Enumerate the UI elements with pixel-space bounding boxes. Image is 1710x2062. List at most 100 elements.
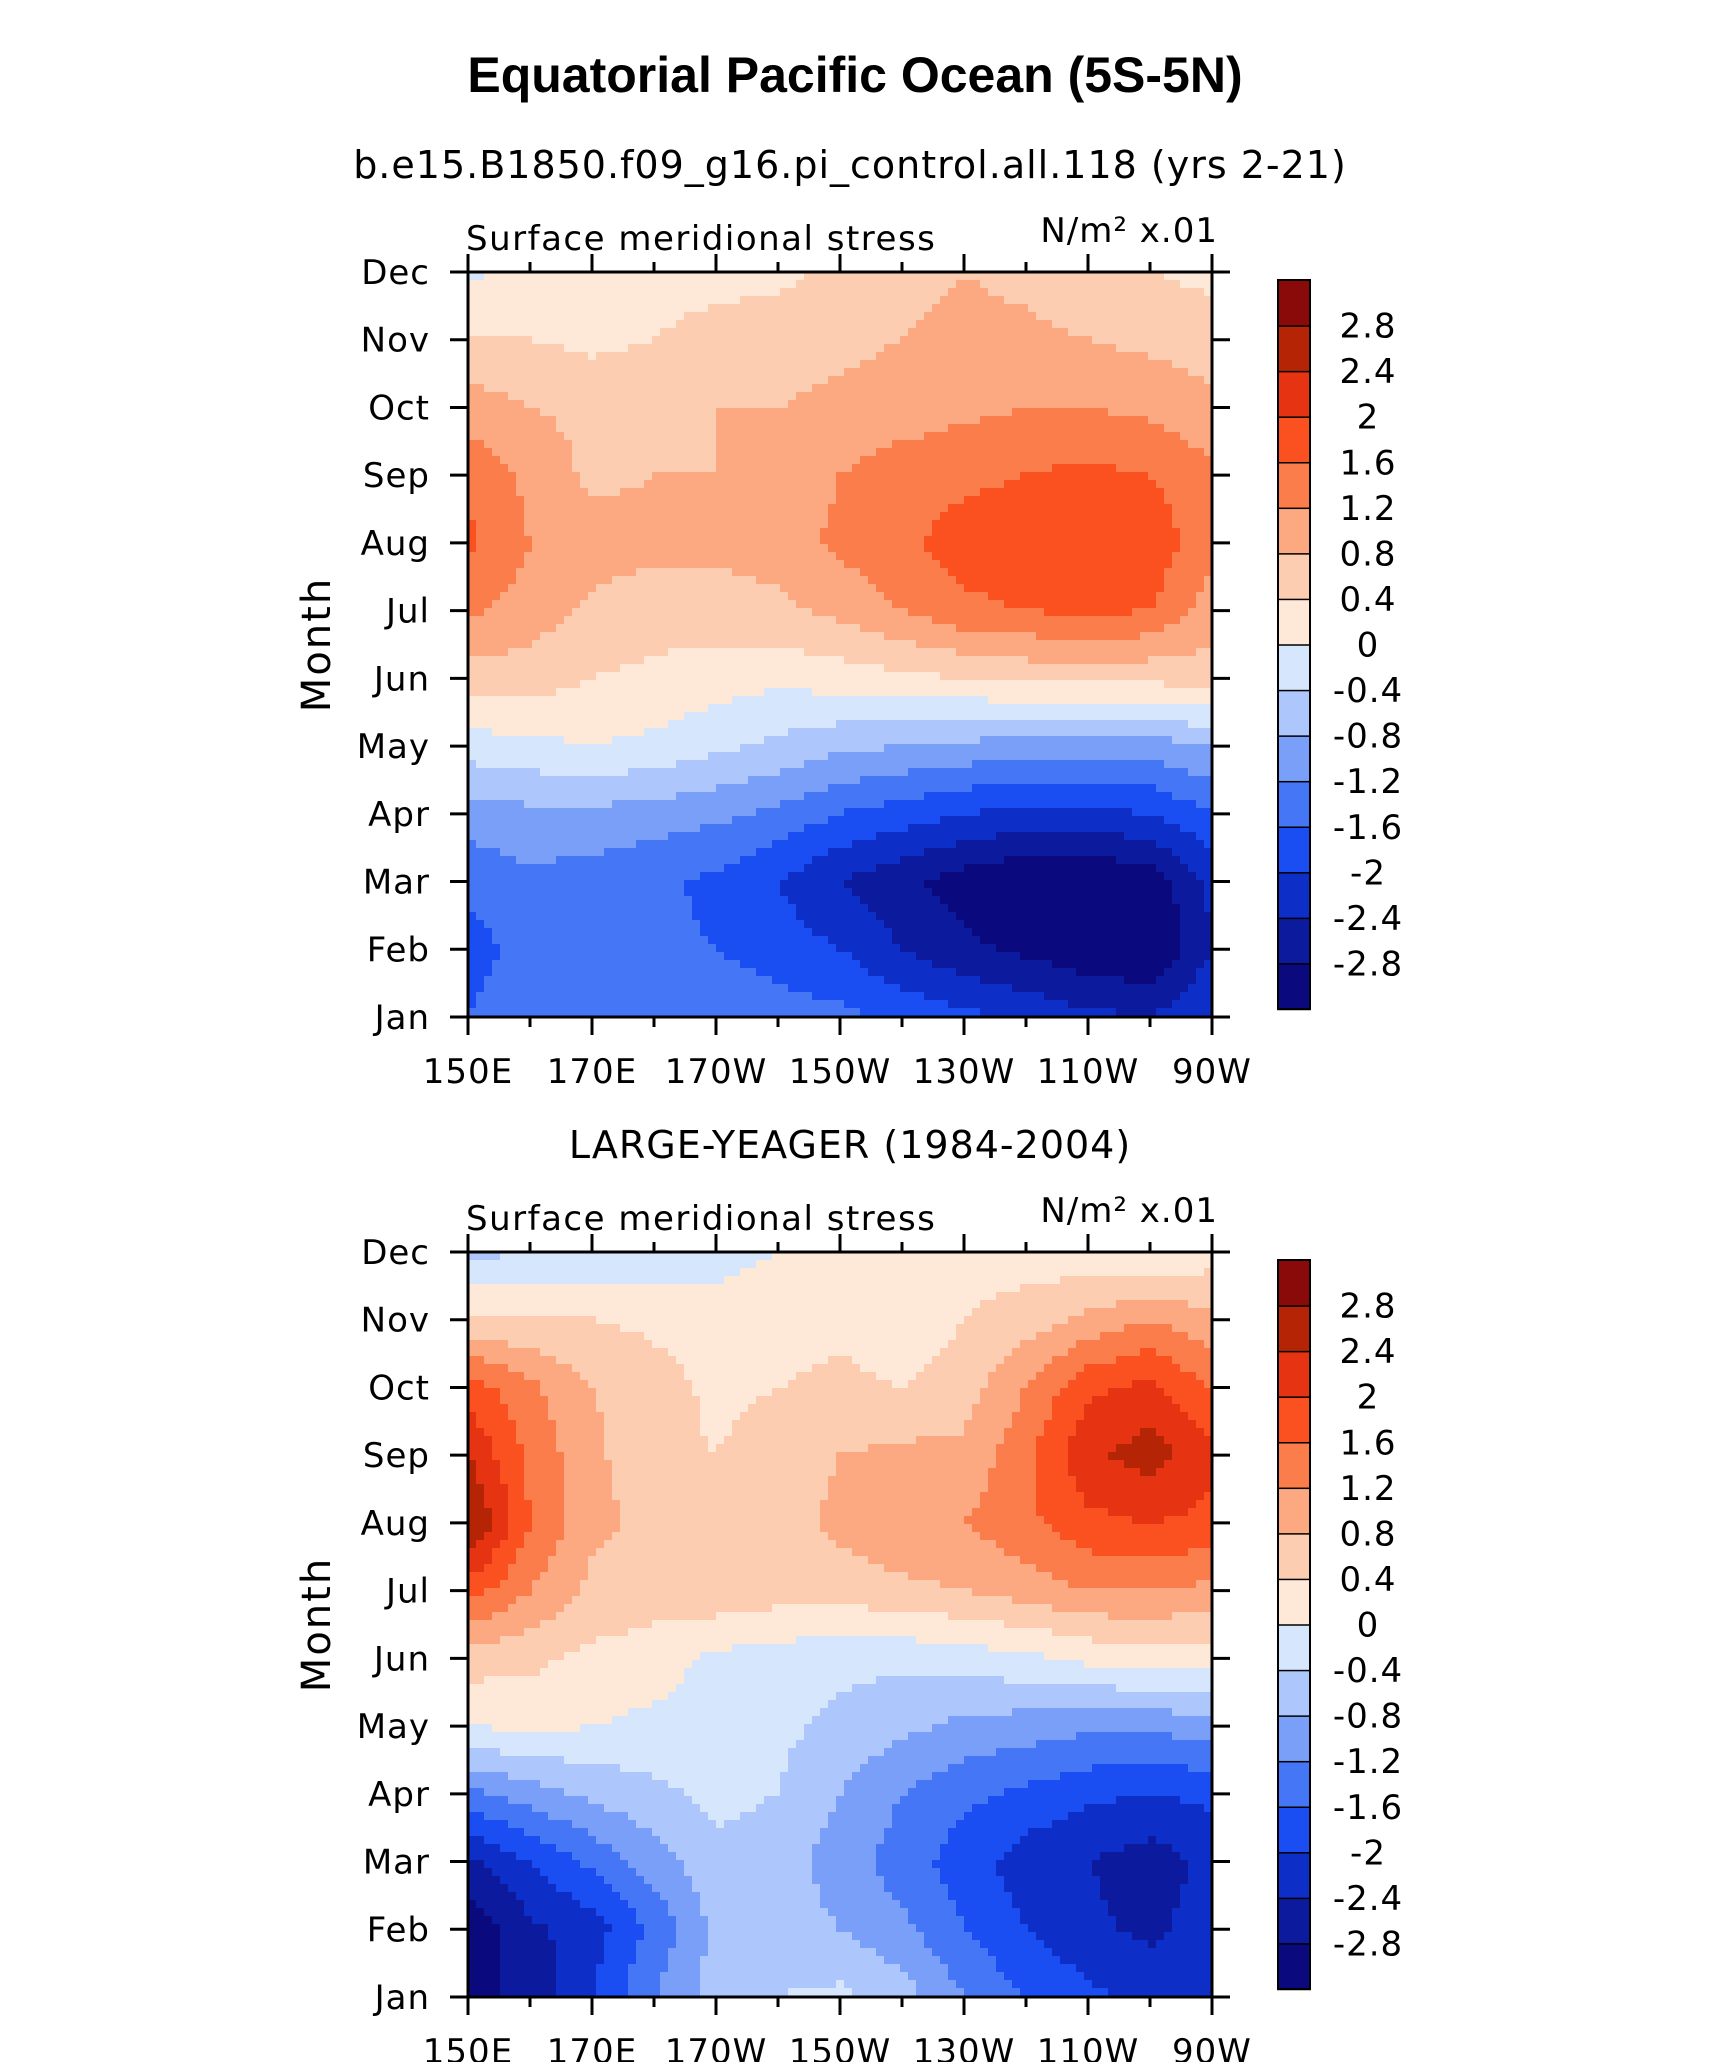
- heatmap-cell: [820, 528, 933, 537]
- heatmap-cell: [468, 536, 477, 545]
- heatmap-cell: [1204, 1268, 1212, 1277]
- heatmap-cell: [964, 1516, 1045, 1525]
- heatmap-cell: [1188, 1876, 1212, 1885]
- heatmap-cell: [956, 648, 1197, 657]
- heatmap-cell: [1020, 472, 1149, 481]
- heatmap-cell: [948, 1964, 997, 1973]
- heatmap-cell: [468, 768, 541, 777]
- heatmap-cell: [468, 1908, 485, 1917]
- heatmap-cell: [700, 824, 805, 833]
- heatmap-cell: [828, 544, 925, 553]
- heatmap-cell: [468, 272, 485, 281]
- heatmap-cell: [692, 896, 789, 905]
- heatmap-cell: [564, 1604, 773, 1613]
- heatmap-cell: [820, 536, 925, 545]
- heatmap-cell: [468, 1252, 501, 1261]
- heatmap-cell: [1196, 592, 1212, 601]
- heatmap-cell: [852, 1932, 925, 1941]
- heatmap-cell: [948, 504, 1173, 513]
- heatmap-cell: [932, 960, 1053, 969]
- heatmap-cell: [668, 1348, 941, 1357]
- heatmap-cell: [492, 1436, 517, 1445]
- heatmap-cell: [940, 296, 1005, 305]
- heatmap-cell: [1180, 944, 1212, 953]
- heatmap-cell: [788, 984, 901, 993]
- heatmap-cell: [556, 1540, 605, 1549]
- heatmap-cell: [1204, 1380, 1212, 1389]
- heatmap-cell: [796, 600, 893, 609]
- heatmap-cell: [764, 688, 813, 697]
- colorbar-box: [1277, 1395, 1311, 1444]
- x-tick-label: 150W: [789, 2032, 892, 2062]
- heatmap-cell: [572, 1596, 1013, 1605]
- heatmap-cell: [468, 1796, 509, 1805]
- heatmap-cell: [1204, 1492, 1212, 1501]
- heatmap-cell: [964, 1420, 1013, 1429]
- heatmap-cell: [468, 856, 517, 865]
- heatmap-cell: [756, 1396, 981, 1405]
- heatmap-cell: [1108, 1900, 1181, 1909]
- heatmap-cell: [1036, 1372, 1077, 1381]
- heatmap-cell: [1068, 1460, 1125, 1469]
- heatmap-cell: [948, 1716, 1212, 1725]
- heatmap-cell: [468, 1844, 501, 1853]
- heatmap-cell: [900, 1900, 957, 1909]
- heatmap-cell: [468, 816, 733, 825]
- panel-2: LARGE-YEAGER (1984-2004) Surface meridion…: [294, 1123, 1402, 2062]
- heatmap-cell: [852, 872, 941, 881]
- heatmap-cell: [684, 712, 1212, 721]
- heatmap-cell: [956, 912, 1181, 921]
- colorbar-box: [1277, 415, 1311, 464]
- heatmap-cell: [468, 304, 709, 313]
- colorbar-box: [1277, 734, 1311, 783]
- heatmap-cell: [804, 1732, 909, 1741]
- heatmap-cell: [484, 1860, 533, 1869]
- heatmap-cell: [716, 416, 981, 425]
- heatmap-cell: [596, 1980, 629, 1989]
- heatmap-cell: [940, 1876, 1005, 1885]
- heatmap-cell: [596, 1868, 637, 1877]
- heatmap-cell: [468, 352, 589, 361]
- colorbar-label: 2.4: [1339, 1332, 1396, 1372]
- heatmap-cell: [468, 752, 709, 761]
- heatmap-cell: [500, 1468, 525, 1477]
- heatmap-cell: [500, 1964, 557, 1973]
- heatmap-cell: [804, 1724, 933, 1733]
- heatmap-cell: [1036, 312, 1212, 321]
- heatmap-cell: [1116, 856, 1181, 865]
- heatmap-cell: [988, 1476, 1037, 1485]
- heatmap-cell: [916, 1372, 989, 1381]
- heatmap-cell: [740, 960, 861, 969]
- heatmap-cell: [908, 608, 1045, 617]
- colorbar-label: 0: [1357, 626, 1380, 666]
- heatmap-cell: [916, 1988, 965, 1997]
- heatmap-cell: [716, 1444, 869, 1453]
- heatmap-cell: [540, 1348, 669, 1357]
- heatmap-cell: [740, 296, 941, 305]
- heatmap-cell: [788, 1748, 885, 1757]
- heatmap-cell: [468, 800, 525, 809]
- heatmap-cell: [532, 1580, 581, 1589]
- heatmap-cell: [996, 1292, 1212, 1301]
- heatmap-cell: [468, 520, 477, 529]
- heatmap-cell: [548, 1876, 605, 1885]
- heatmap-cell: [1036, 1332, 1101, 1341]
- heatmap-cell: [980, 1532, 1061, 1541]
- heatmap-cell: [476, 536, 533, 545]
- heatmap-cell: [604, 1412, 701, 1421]
- heatmap-cell: [1044, 1516, 1133, 1525]
- heatmap-cell: [916, 320, 1053, 329]
- heatmap-cell: [628, 1708, 821, 1717]
- heatmap-cell: [468, 344, 565, 353]
- heatmap-cell: [1204, 448, 1212, 457]
- heatmap-cell: [1132, 1436, 1165, 1445]
- heatmap-cell: [660, 1980, 701, 1989]
- heatmap-cell: [468, 1820, 509, 1829]
- heatmap-cell: [468, 672, 597, 681]
- heatmap-cell: [860, 1364, 925, 1373]
- heatmap-cell: [468, 1836, 485, 1845]
- colorbar-label: -2: [1350, 853, 1386, 893]
- heatmap-cell: [588, 352, 597, 361]
- heatmap-cell: [756, 1260, 1212, 1269]
- heatmap-cell: [932, 528, 1181, 537]
